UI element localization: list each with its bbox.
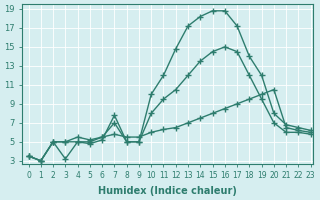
X-axis label: Humidex (Indice chaleur): Humidex (Indice chaleur) (98, 186, 237, 196)
